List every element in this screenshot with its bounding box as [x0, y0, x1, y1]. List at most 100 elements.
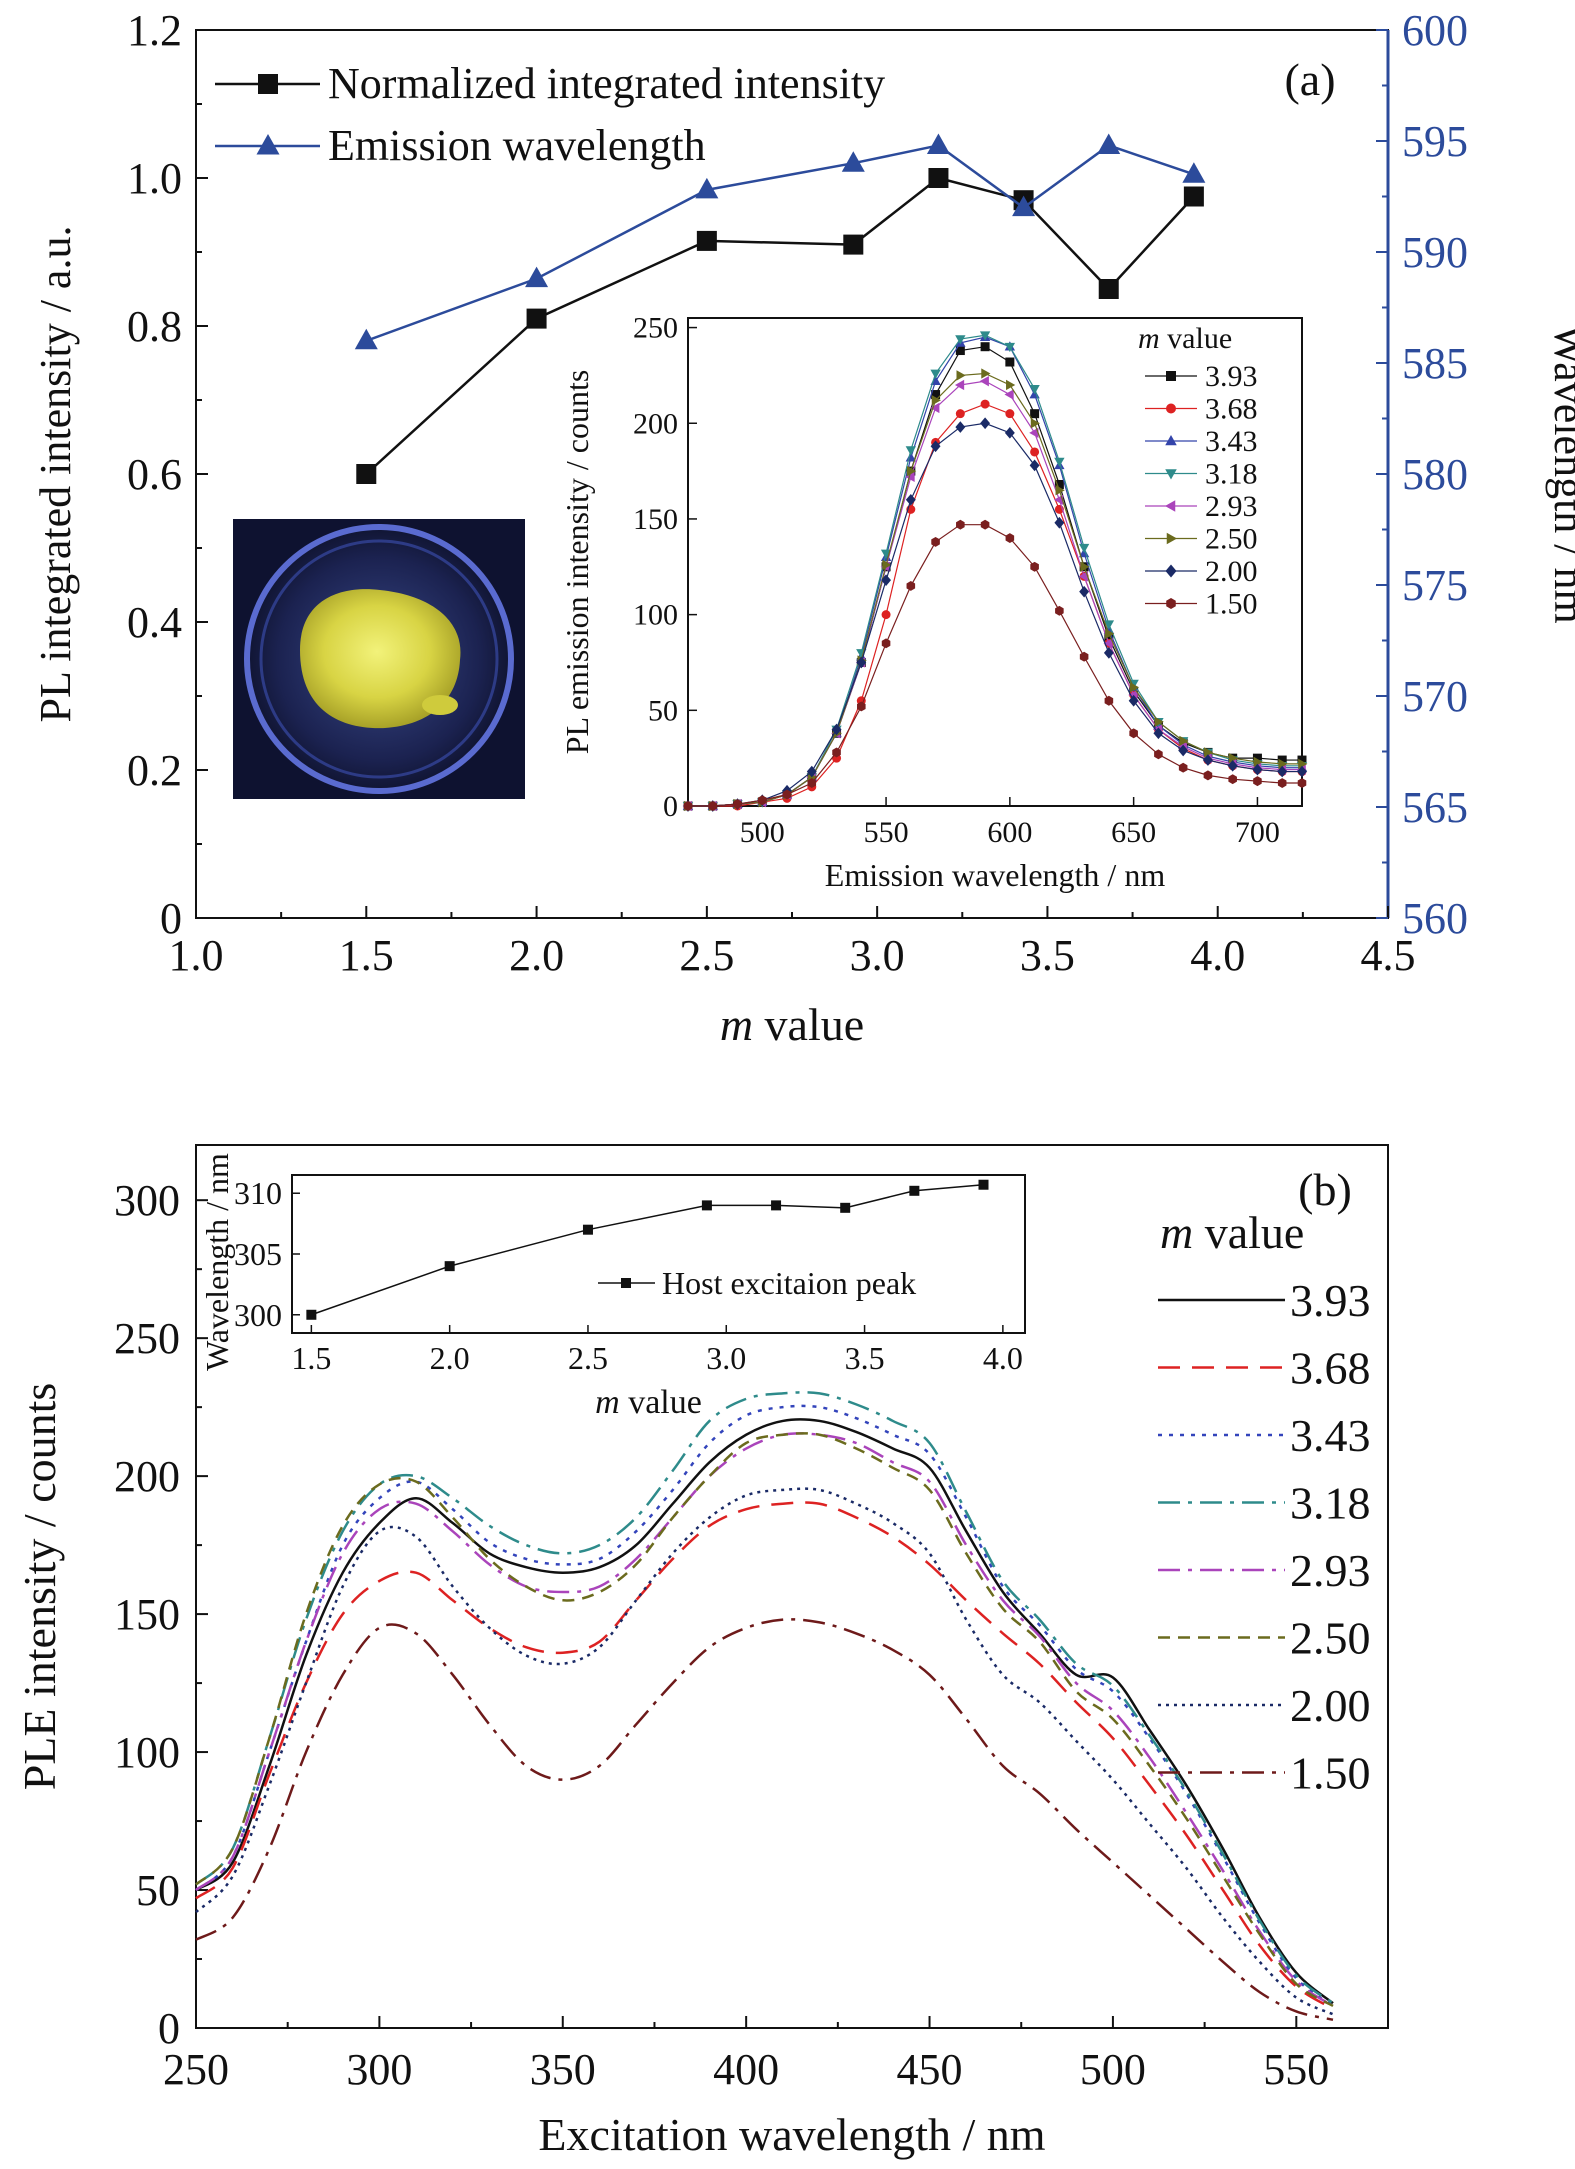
inset-legend-label: 1.50: [1205, 588, 1258, 621]
y-tick-label: 150: [114, 1590, 180, 1639]
legend-title-m: m: [1160, 1207, 1193, 1258]
marker-circle: [980, 399, 990, 409]
marker-square: [258, 74, 278, 94]
x-tick-label: 550: [1263, 2045, 1329, 2094]
marker-square: [1297, 755, 1307, 765]
marker-hexagon: [782, 789, 792, 800]
marker-triangle-right: [1006, 379, 1016, 391]
marker-square: [526, 308, 547, 329]
marker-triangle: [354, 328, 378, 350]
x-tick-label: 4.5: [1361, 931, 1416, 980]
panel-a-label: (a): [1284, 54, 1335, 105]
marker-diamond: [1054, 516, 1065, 529]
marker-triangle-left: [1029, 427, 1039, 438]
marker-triangle-down: [1004, 342, 1016, 353]
marker-triangle-right: [1055, 485, 1065, 496]
y2-tick-label: 590: [1402, 228, 1468, 277]
y2-axis-label: Wavelength / nm: [1545, 324, 1575, 624]
marker-square: [696, 230, 717, 251]
marker-triangle-right: [1298, 758, 1308, 770]
marker-triangle-left: [1053, 494, 1064, 505]
y2-tick-label: 595: [1402, 117, 1468, 166]
marker-hexagon: [757, 795, 767, 806]
marker-triangle-left: [1078, 571, 1088, 582]
marker-triangle-left: [1165, 500, 1176, 512]
series-line-0: [195, 1418, 1334, 2005]
series-line-0: [365, 176, 1195, 475]
marker-triangle-down: [979, 331, 991, 341]
inset-y-tick-label: 200: [633, 407, 678, 440]
marker-triangle-left: [954, 379, 965, 391]
panel-b: 250 300 350 400 450 500 550 0 50 100 150 200 250 300 E…: [14, 1144, 1389, 2160]
inset-legend-title-m: m: [1138, 322, 1160, 355]
panel-b-frame: [195, 1144, 1389, 2029]
marker-square: [444, 1261, 455, 1272]
marker-diamond: [1128, 694, 1139, 707]
inset-x-axis-label: m value: [595, 1384, 702, 1421]
marker-hexagon: [807, 778, 817, 788]
marker-diamond: [1165, 564, 1177, 578]
marker-diamond: [1202, 754, 1213, 766]
marker-triangle-down: [930, 369, 941, 379]
marker-triangle-right: [956, 370, 966, 381]
legend-label: Emission wavelength: [328, 121, 706, 170]
marker-triangle-down: [1078, 543, 1090, 554]
marker-diamond: [955, 421, 966, 433]
marker-diamond: [831, 723, 842, 736]
inset-series-line: [311, 1183, 984, 1316]
inset-frame: [291, 1174, 1026, 1334]
inset-x-tick-label: 650: [1111, 816, 1156, 849]
marker-square: [1098, 279, 1119, 299]
y-tick-label: 0: [158, 2004, 180, 2053]
series-line-7: [195, 1618, 1334, 2021]
inset-x-tick-label: 600: [987, 816, 1032, 849]
inset-y-tick-label: 310: [234, 1175, 282, 1211]
marker-square: [955, 346, 965, 356]
marker-hexagon: [906, 580, 916, 591]
phosphor-powder: [300, 589, 461, 729]
petri-dish-inner-rim: [259, 539, 499, 779]
inset-legend-label: 3.18: [1205, 458, 1258, 491]
marker-square: [306, 1309, 317, 1320]
marker-circle: [881, 610, 891, 620]
inset-legend-label: 3.43: [1205, 425, 1258, 458]
marker-square: [771, 1200, 782, 1211]
inset-frame: [687, 317, 1303, 807]
y2-tick-label: 570: [1402, 672, 1468, 721]
marker-triangle: [841, 151, 865, 172]
marker-hexagon: [1079, 651, 1089, 662]
marker-diamond: [1297, 765, 1307, 778]
marker-triangle-down: [1054, 457, 1065, 467]
inset-x-axis-label-rest: value: [620, 1384, 702, 1421]
marker-square: [1005, 357, 1015, 367]
marker-square: [701, 1200, 712, 1211]
inset-x-tick-label: 700: [1235, 816, 1280, 849]
inset-x-axis-label: Emission wavelength / nm: [825, 857, 1166, 893]
marker-triangle: [1097, 133, 1121, 154]
y-tick-label: 0.6: [127, 450, 182, 499]
x-axis-label: Excitation wavelength / nm: [538, 2109, 1045, 2160]
x-tick-label: 300: [346, 2045, 412, 2094]
marker-diamond: [1178, 744, 1189, 757]
marker-triangle-left: [979, 375, 989, 387]
marker-diamond: [1004, 426, 1015, 439]
x-tick-label: 2.0: [509, 931, 564, 980]
y-axis-label: PLE intensity / counts: [14, 1383, 65, 1791]
marker-hexagon: [881, 638, 891, 649]
panel-a: 1.0 1.5 2.0 2.5 3.0 3.5 4.0 4.5 0 0.2 0.4 0.6 0.8 1.0…: [31, 6, 1575, 1050]
marker-square: [931, 390, 941, 400]
marker-hexagon: [1030, 561, 1039, 572]
legend-title-rest: value: [1193, 1207, 1304, 1258]
marker-diamond: [1153, 727, 1164, 740]
marker-square: [978, 1179, 989, 1190]
legend-label: 3.68: [1290, 1343, 1371, 1394]
marker-hexagon: [931, 536, 940, 547]
inset-y-tick-label: 100: [633, 599, 678, 632]
marker-triangle-down: [1029, 384, 1040, 395]
inset-x-tick-label: 1.5: [291, 1340, 331, 1376]
y2-tick-label: 600: [1402, 6, 1468, 55]
marker-circle: [955, 409, 965, 419]
series-line-3: [195, 1391, 1334, 2005]
inset-legend-label: 2.50: [1205, 523, 1258, 556]
marker-hexagon: [832, 747, 841, 758]
